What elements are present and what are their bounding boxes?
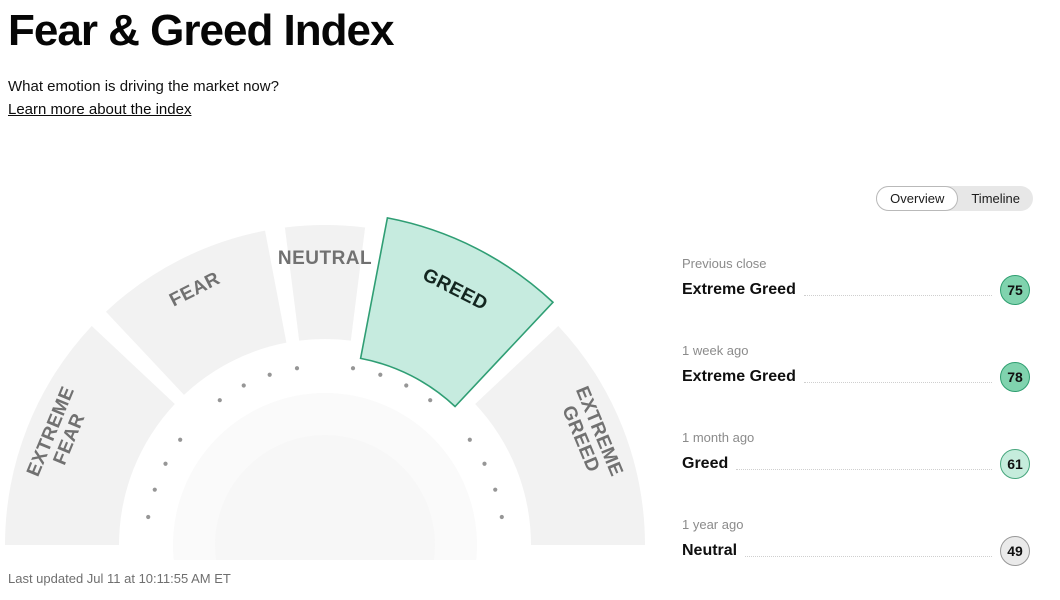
history-badge: 75 <box>1000 275 1030 305</box>
gauge-tick <box>378 372 383 377</box>
gauge-segment-fear <box>105 230 287 395</box>
history-row: Previous close Extreme Greed 75 <box>682 256 1030 305</box>
gauge-tick <box>404 383 409 388</box>
page-title: Fear & Greed Index <box>8 6 394 55</box>
history-row: 1 month ago Greed 61 <box>682 430 1030 479</box>
learn-more-link[interactable]: Learn more about the index <box>8 101 192 118</box>
history-badge: 61 <box>1000 449 1030 479</box>
gauge-tick <box>493 487 498 492</box>
last-updated-text: Last updated Jul 11 at 10:11:55 AM ET <box>8 571 231 586</box>
gauge-tick <box>241 383 246 388</box>
history-period: 1 month ago <box>682 430 755 445</box>
history-badge: 78 <box>1000 362 1030 392</box>
gauge-tick <box>267 372 272 377</box>
view-toggle: Overview Timeline <box>876 186 1033 211</box>
gauge-tick <box>350 366 356 371</box>
gauge-tick <box>146 514 151 520</box>
history-panel: Previous close Extreme Greed 75 1 week a… <box>682 256 1030 600</box>
history-row: 1 year ago Neutral 49 <box>682 517 1030 566</box>
dotted-leader <box>803 294 992 296</box>
tab-overview[interactable]: Overview <box>876 186 959 211</box>
gauge-chart: EXTREMEFEAR FEAR NEUTRAL GREED EXTREMEGREED <box>0 215 680 600</box>
tab-timeline[interactable]: Timeline <box>971 191 1020 206</box>
gauge-segment-neutral <box>284 225 366 341</box>
dotted-leader <box>745 555 992 557</box>
history-badge: 49 <box>1000 536 1030 566</box>
history-sentiment: Extreme Greed <box>682 281 796 298</box>
gauge-tick <box>482 461 487 466</box>
history-period: 1 year ago <box>682 517 744 532</box>
gauge-tick <box>499 514 504 520</box>
dotted-leader <box>736 468 992 470</box>
gauge-tick <box>467 437 472 442</box>
gauge-segment-label: NEUTRAL <box>278 248 372 269</box>
gauge-segment-greed <box>359 216 555 408</box>
history-sentiment: Greed <box>682 455 729 472</box>
history-period: Previous close <box>682 256 767 271</box>
gauge-segment-extreme-greed <box>475 325 645 545</box>
subtitle: What emotion is driving the market now? <box>8 78 279 95</box>
dotted-leader <box>803 381 992 383</box>
history-sentiment: Extreme Greed <box>682 368 796 385</box>
history-period: 1 week ago <box>682 343 749 358</box>
history-sentiment: Neutral <box>682 542 738 559</box>
gauge-segment-extreme-fear <box>5 325 175 545</box>
gauge-tick <box>152 487 157 492</box>
gauge-tick <box>163 461 168 466</box>
gauge-tick <box>178 437 183 442</box>
gauge-tick <box>217 398 222 403</box>
gauge-tick <box>294 366 300 371</box>
history-row: 1 week ago Extreme Greed 78 <box>682 343 1030 392</box>
gauge-tick <box>428 398 433 403</box>
gauge-face-inner <box>215 435 435 600</box>
